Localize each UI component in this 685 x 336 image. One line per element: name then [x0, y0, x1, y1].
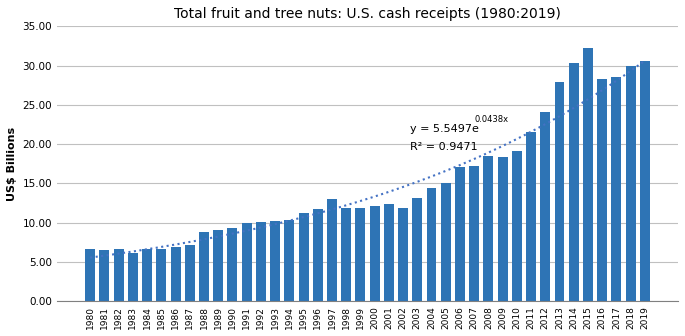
Bar	[370, 206, 379, 301]
Bar	[341, 208, 351, 301]
Bar	[171, 247, 181, 301]
Bar	[213, 230, 223, 301]
Bar	[540, 112, 550, 301]
Bar	[356, 208, 365, 301]
Bar	[284, 219, 295, 301]
Bar	[384, 204, 394, 301]
Bar	[156, 249, 166, 301]
Bar	[440, 182, 451, 301]
Bar	[313, 209, 323, 301]
Bar	[555, 82, 564, 301]
Bar	[185, 245, 195, 301]
Bar	[327, 199, 337, 301]
Bar	[114, 249, 123, 301]
Bar	[227, 228, 238, 301]
Text: R² = 0.9471: R² = 0.9471	[410, 142, 478, 153]
Bar	[99, 250, 110, 301]
Bar	[469, 166, 479, 301]
Bar	[455, 167, 465, 301]
Bar	[256, 222, 266, 301]
Bar	[640, 61, 650, 301]
Bar	[512, 151, 522, 301]
Bar	[427, 188, 436, 301]
Bar	[625, 66, 636, 301]
Bar	[142, 249, 152, 301]
Bar	[199, 232, 209, 301]
Bar	[612, 77, 621, 301]
Bar	[85, 249, 95, 301]
Bar	[569, 63, 579, 301]
Bar	[497, 157, 508, 301]
Bar	[128, 253, 138, 301]
Title: Total fruit and tree nuts: U.S. cash receipts (1980:2019): Total fruit and tree nuts: U.S. cash rec…	[174, 7, 561, 21]
Bar	[299, 213, 308, 301]
Bar	[270, 221, 280, 301]
Bar	[398, 208, 408, 301]
Bar	[526, 131, 536, 301]
Bar	[242, 223, 251, 301]
Bar	[597, 79, 607, 301]
Text: y = 5.5497e: y = 5.5497e	[410, 124, 479, 134]
Bar	[484, 156, 493, 301]
Y-axis label: US$ Billions: US$ Billions	[7, 127, 17, 201]
Bar	[583, 48, 593, 301]
Text: 0.0438x: 0.0438x	[474, 115, 508, 124]
Bar	[412, 198, 422, 301]
